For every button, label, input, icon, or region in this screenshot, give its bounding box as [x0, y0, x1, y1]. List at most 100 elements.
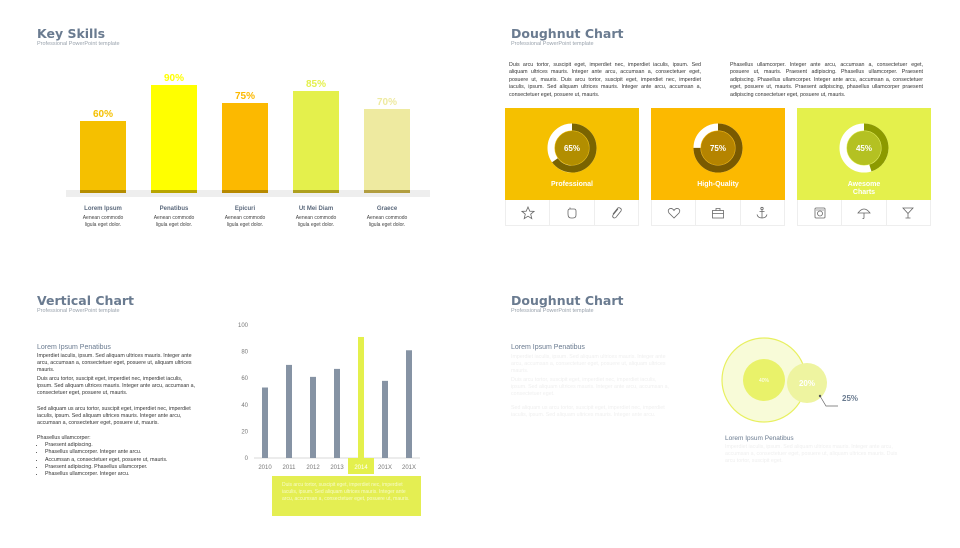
- skill-description: Aenean commodo ligula eget dolor.: [366, 215, 408, 228]
- icon-cell[interactable]: [595, 200, 638, 225]
- vertical-bar: [286, 364, 292, 458]
- ring-value-arc: [547, 123, 597, 173]
- doughnut-ring: 65%: [547, 123, 597, 173]
- vertical-bar: [262, 387, 268, 458]
- y-tick-label: 60: [241, 376, 248, 382]
- doughnut-ring: 75%: [693, 123, 743, 173]
- icon-cell[interactable]: [887, 200, 930, 225]
- bullet-item: Praesent adipiscing.: [45, 442, 197, 449]
- skill-percent-label: 85%: [305, 79, 326, 90]
- bullet-list-block: Phasellus ullamcorper: Praesent adipisci…: [37, 435, 197, 478]
- icon-cell[interactable]: [696, 200, 741, 225]
- panel-label: Professional: [550, 181, 593, 188]
- paragraph-2: Duis arcu tortor, suscipit eget, imperdi…: [37, 376, 196, 397]
- skill-bar: [364, 109, 410, 193]
- vertical-bar: [334, 368, 340, 458]
- bar-shadow: [222, 190, 268, 193]
- slide-subtitle: Professional PowerPoint template: [37, 41, 120, 47]
- bar-shadow: [80, 190, 126, 193]
- slide-subtitle: Professional PowerPoint template: [37, 308, 120, 314]
- ring-value-arc: [693, 123, 743, 173]
- paragraph-1: Imperdiet iaculis, ipsum. Sed aliquam ul…: [37, 353, 192, 374]
- panel-label: Awesome Charts: [847, 181, 881, 196]
- faded-paragraph-3: Sed aliquam us arcu tortor, suscipit ege…: [511, 405, 665, 419]
- cocktail-icon: [902, 207, 915, 218]
- ring-center: [701, 131, 735, 165]
- slide-title: Key Skills: [37, 26, 106, 41]
- slide-subtitle: Professional PowerPoint template: [511, 41, 594, 47]
- ring-value-arc: [839, 123, 889, 173]
- skill-description: Aenean commodo ligula eget dolor.: [82, 215, 124, 228]
- doughnut-ring: 45%: [839, 123, 889, 173]
- skill-percent-label: 75%: [234, 91, 255, 102]
- doughnut-panel: 65% Professional: [505, 108, 639, 200]
- y-tick-label: 20: [241, 429, 248, 435]
- slide-title: Doughnut Chart: [511, 26, 624, 41]
- skill-bar: [293, 91, 339, 193]
- anchor-icon: [756, 206, 768, 218]
- bubble-large-inner: [743, 359, 785, 401]
- bar-shadow: [364, 190, 410, 193]
- slide-key-skills: Key Skills Professional PowerPoint templ…: [0, 0, 480, 274]
- slide-vertical-chart: Vertical Chart Professional PowerPoint t…: [0, 274, 480, 548]
- camera-icon: [814, 207, 826, 218]
- x-tick-label: 2012: [306, 465, 320, 471]
- bubble-small: [787, 363, 827, 403]
- ring-percent-label: 65%: [564, 144, 580, 153]
- x-tick-label: 2010: [258, 465, 272, 471]
- icon-cell[interactable]: [652, 200, 697, 225]
- skill-percent-label: 70%: [376, 97, 397, 108]
- faded-paragraph-2: Duis arcu tortor, suscipit eget, imperdi…: [511, 377, 670, 398]
- skill-name: Epicuri: [234, 206, 256, 212]
- vertical-bar: [406, 350, 412, 458]
- slide-doughnut-bubbles: Doughnut Chart Professional PowerPoint t…: [480, 274, 960, 548]
- highlight-note: Duis arcu tortor, suscipit eget, imperdi…: [272, 476, 421, 516]
- faded-paragraph-right: Imperdiet iaculis, ipsum. Sed aliquam ul…: [725, 444, 898, 465]
- heart-icon: [667, 207, 680, 219]
- skill-description: Aenean commodo ligula eget dolor.: [153, 215, 195, 228]
- x-tick-label: 2014: [354, 465, 368, 471]
- skill-name: Lorem Ipsum: [84, 206, 122, 212]
- x-tick-label: 201X: [402, 465, 416, 471]
- skill-bar: [222, 103, 268, 193]
- hand-icon: [567, 207, 577, 218]
- ring-percent-label: 45%: [856, 144, 872, 153]
- panel-label: High-Quality: [697, 181, 739, 188]
- highlight-category-band: [348, 458, 374, 474]
- slide-title: Vertical Chart: [37, 293, 135, 308]
- skill-description: Aenean commodo ligula eget dolor.: [224, 215, 266, 228]
- vertical-bar: [358, 336, 364, 458]
- bubble-large-label: 40%: [759, 378, 770, 384]
- bullet-list: Praesent adipiscing. Phasellus ullamcorpe…: [37, 442, 197, 478]
- paragraph-left: Duis arcu tortor, suscipit eget, imperdi…: [509, 62, 701, 98]
- x-tick-label: 2011: [283, 465, 297, 471]
- chart-floor: [66, 190, 430, 197]
- bar-shadow: [293, 190, 339, 193]
- doughnut-panel: 45% Awesome Charts: [797, 108, 931, 200]
- icon-cell[interactable]: [550, 200, 595, 225]
- skill-name: Graece: [376, 206, 398, 212]
- icon-cell[interactable]: [741, 200, 784, 225]
- panel-icon-row: [651, 200, 785, 226]
- skill-description: Aenean commodo ligula eget dolor.: [295, 215, 337, 228]
- skill-bar: [80, 121, 126, 193]
- faded-paragraph-1: Imperdiet iaculis, ipsum. Sed aliquam ul…: [511, 354, 666, 375]
- bullet-item: Phasellus ullamcorper. Integer arcu.: [45, 471, 197, 478]
- skill-name: Ut Mei Diam: [298, 206, 334, 212]
- ring-center: [555, 131, 589, 165]
- skill-percent-label: 60%: [92, 109, 113, 120]
- paperclip-icon: [612, 206, 623, 218]
- vertical-bar: [382, 380, 388, 458]
- y-tick-label: 80: [241, 350, 248, 356]
- list-heading: Phasellus ullamcorper:: [37, 435, 91, 441]
- icon-cell[interactable]: [506, 200, 551, 225]
- icon-cell[interactable]: [842, 200, 887, 225]
- callout-dot: [818, 394, 822, 398]
- y-tick-label: 100: [238, 323, 249, 329]
- y-tick-label: 0: [245, 456, 249, 462]
- bar-shadow: [151, 190, 197, 193]
- bubble-small-label: 20%: [799, 379, 815, 388]
- callout-line: [819, 395, 838, 407]
- callout-value: 25%: [842, 394, 859, 403]
- icon-cell[interactable]: [798, 200, 843, 225]
